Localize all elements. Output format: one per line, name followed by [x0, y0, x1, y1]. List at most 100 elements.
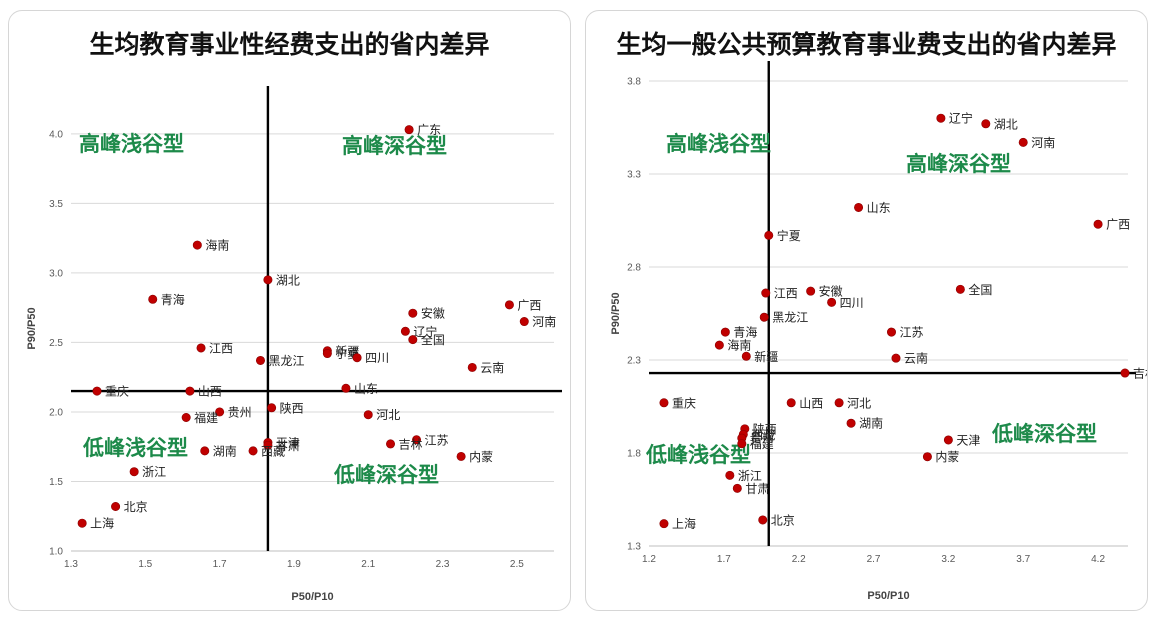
data-point [741, 351, 751, 361]
x-tick-label: 3.2 [941, 554, 955, 565]
data-point [761, 288, 771, 298]
data-point [936, 113, 946, 123]
quadrant-label: 高峰深谷型 [342, 133, 447, 158]
data-point [827, 297, 837, 307]
data-point [341, 383, 351, 393]
data-point [267, 403, 277, 413]
y-tick-label: 1.0 [49, 547, 63, 558]
data-point [846, 418, 856, 428]
chart-panel-left: 生均教育事业性经费支出的省内差异 1.0 1.5 2.0 2.5 3.0 3.5 4.0 1.… [8, 10, 571, 611]
data-point [255, 355, 265, 365]
quadrant-label: 高峰浅谷型 [666, 131, 771, 156]
data-point-label: 湖南 [859, 416, 883, 431]
data-point [408, 308, 418, 318]
y-tick-label: 2.8 [627, 263, 641, 274]
chart-title-right: 生均一般公共预算教育事业费支出的省内差异 [616, 30, 1117, 59]
quadrant-label: 低峰深谷型 [333, 462, 439, 487]
data-point [467, 362, 477, 372]
data-point [732, 483, 742, 493]
x-tick-label: 1.3 [64, 559, 78, 570]
x-tick-label: 1.7 [717, 554, 731, 565]
data-point-label: 贵州 [228, 405, 252, 419]
data-point [352, 353, 362, 363]
data-point [891, 353, 901, 363]
data-point [1093, 219, 1103, 229]
data-point-label: 吉林 [399, 437, 423, 451]
data-point-label: 全国 [421, 332, 445, 347]
data-point [263, 440, 273, 450]
data-point-label: 海南 [205, 238, 229, 253]
data-point-label: 全国 [968, 282, 992, 297]
data-point-label: 云南 [904, 351, 928, 366]
x-tick-label: 1.2 [642, 554, 656, 565]
data-point-label: 河北 [376, 408, 400, 422]
quadrant-label: 高峰浅谷型 [79, 131, 184, 156]
data-point [196, 343, 206, 353]
data-point-label: 天津 [276, 436, 300, 450]
data-point [1018, 137, 1028, 147]
y-axis-title: P90/P50 [26, 307, 38, 349]
data-point [148, 294, 158, 304]
data-point [92, 386, 102, 396]
data-point [758, 515, 768, 525]
data-point [412, 435, 422, 445]
x-tick-label: 2.3 [436, 559, 450, 570]
data-point [714, 340, 724, 350]
data-point-label: 黑龙江 [268, 354, 304, 368]
data-point-label: 青海 [161, 292, 185, 307]
data-point-label: 西藏 [751, 428, 775, 442]
x-axis-title: P50/P10 [867, 590, 909, 602]
data-point [200, 446, 210, 456]
data-point-label: 重庆 [672, 396, 696, 410]
data-point [725, 470, 735, 480]
y-axis-title: P90/P50 [610, 292, 622, 334]
data-point [659, 398, 669, 408]
x-tick-label: 3.7 [1016, 554, 1030, 565]
data-point-label: 广东 [417, 123, 441, 137]
data-point-label: 河南 [532, 314, 556, 329]
data-point [737, 439, 747, 449]
data-point-label: 甘肃 [745, 482, 769, 496]
data-point-label: 河南 [1031, 135, 1055, 150]
data-point-label: 吉林 [1133, 367, 1148, 381]
data-point-label: 陕西 [280, 400, 304, 415]
data-point [886, 327, 896, 337]
x-tick-label: 2.2 [792, 554, 806, 565]
data-point-label: 内蒙 [935, 450, 959, 464]
data-point-label: 内蒙 [469, 450, 493, 464]
data-point [519, 317, 529, 327]
data-point [981, 119, 991, 129]
data-point-label: 福建 [194, 410, 218, 425]
x-tick-label: 2.5 [510, 559, 524, 570]
data-point-label: 山东 [354, 382, 378, 396]
x-tick-label: 4.2 [1091, 554, 1105, 565]
y-tick-label: 1.8 [627, 449, 641, 460]
data-point-label: 宁夏 [777, 228, 801, 243]
chart-title-left: 生均教育事业性经费支出的省内差异 [89, 30, 490, 59]
data-point [185, 386, 195, 396]
data-point [322, 349, 332, 359]
y-tick-label: 3.5 [49, 199, 63, 210]
data-point [955, 284, 965, 294]
data-point [386, 439, 396, 449]
data-point [404, 125, 414, 135]
data-point-label: 江苏 [899, 326, 923, 340]
data-point-label: 海南 [727, 338, 751, 353]
x-tick-label: 1.9 [287, 559, 301, 570]
data-point-label: 上海 [672, 516, 696, 531]
x-tick-label: 2.1 [361, 559, 375, 570]
data-point-label: 新疆 [754, 349, 778, 364]
data-point-label: 青海 [733, 325, 757, 340]
data-point-label: 辽宁 [413, 324, 437, 339]
data-point-label: 山西 [799, 396, 823, 410]
data-point-label: 河北 [847, 396, 871, 410]
data-point-label: 西藏 [261, 444, 285, 458]
data-point-label: 黑龙江 [772, 311, 808, 325]
data-point-label: 上海 [90, 516, 114, 531]
data-point [786, 398, 796, 408]
y-tick-label: 2.0 [49, 407, 63, 418]
data-point-label: 浙江 [738, 469, 762, 483]
y-tick-label: 1.3 [627, 542, 641, 553]
y-tick-label: 2.5 [49, 338, 63, 349]
x-tick-label: 1.7 [213, 559, 227, 570]
